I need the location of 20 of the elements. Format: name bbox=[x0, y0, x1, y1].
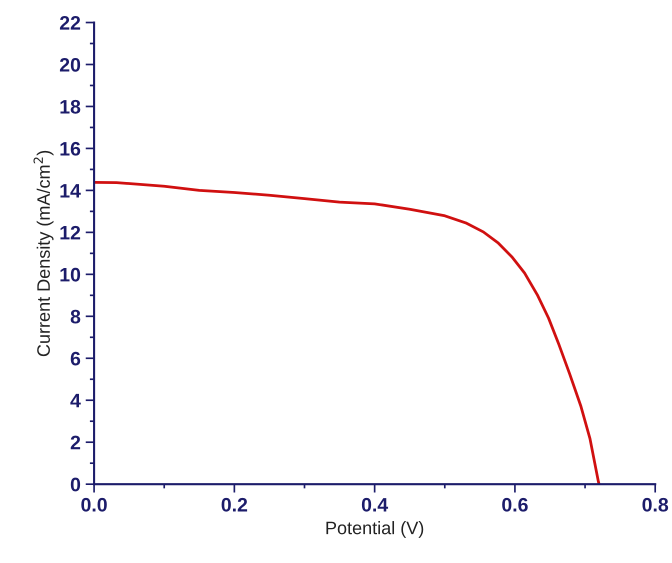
y-tick-label: 20 bbox=[60, 58, 80, 72]
x-tick-label: 0.4 bbox=[362, 498, 388, 512]
y-tick-label: 14 bbox=[60, 184, 81, 198]
line-series bbox=[94, 181, 600, 484]
x-tick-label: 0.0 bbox=[81, 498, 107, 512]
y-tick-label: 16 bbox=[60, 142, 80, 156]
x-tick-label: 0.2 bbox=[222, 498, 248, 512]
y-tick-label: 0 bbox=[70, 478, 80, 492]
y-tick-label: 22 bbox=[60, 16, 80, 30]
x-axis-title: Potential (V) bbox=[326, 521, 424, 538]
y-tick-label: 18 bbox=[60, 100, 80, 114]
y-tick-label: 12 bbox=[60, 226, 80, 240]
y-tick-label: 8 bbox=[70, 310, 80, 324]
y-tick-label: 4 bbox=[70, 394, 81, 408]
y-tick-label: 2 bbox=[70, 436, 80, 450]
y-tick-label: 10 bbox=[60, 268, 80, 282]
y-axis-title: Current Density (mA/cm$^{2}$) bbox=[33, 150, 54, 356]
x-tick-label: 0.8 bbox=[642, 498, 668, 512]
y-tick-label: 6 bbox=[70, 352, 80, 366]
x-tick-label: 0.6 bbox=[502, 498, 528, 512]
